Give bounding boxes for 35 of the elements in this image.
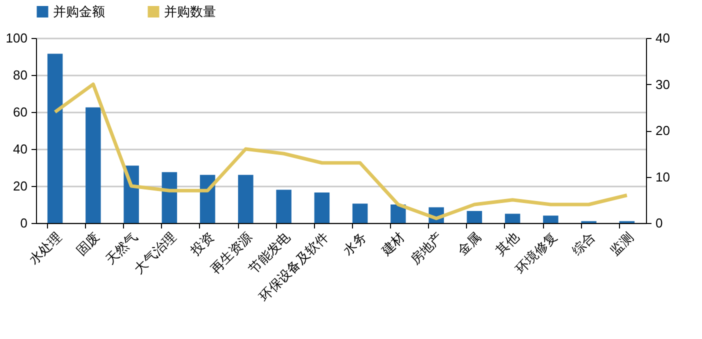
y-tick-label: 100 <box>6 30 28 46</box>
x-tick-label: 金属 <box>454 229 484 258</box>
bar <box>162 172 178 223</box>
y-tick-label: 0 <box>20 216 28 230</box>
y2-tick-label: 0 <box>656 216 663 230</box>
x-tick-label: 其他 <box>492 229 522 258</box>
bar <box>390 204 406 223</box>
y-tick-label: 80 <box>13 68 28 82</box>
bar <box>314 192 330 223</box>
y-tick-label: 20 <box>13 178 28 194</box>
bar <box>504 214 520 223</box>
y2-tick-label: 10 <box>656 169 670 184</box>
y2-tick-label: 30 <box>656 76 670 92</box>
bar <box>276 190 292 223</box>
bar <box>543 216 558 223</box>
legend-label: 并购数量 <box>164 4 216 19</box>
line-series <box>53 82 629 220</box>
x-tick-label: 固废 <box>73 229 102 258</box>
y2-tick-label: 40 <box>656 30 670 46</box>
bar <box>47 54 63 223</box>
bar <box>86 107 101 223</box>
bar <box>352 204 368 223</box>
bar <box>238 174 254 223</box>
y-tick-label: 40 <box>13 142 28 156</box>
y2-tick-label: 20 <box>656 123 670 138</box>
x-tick-label: 建材 <box>378 229 408 259</box>
x-tick-label: 监测 <box>607 229 636 258</box>
x-tick-label: 水务 <box>340 229 370 258</box>
bar <box>466 210 482 223</box>
x-tick-label: 综合 <box>569 229 598 258</box>
x-tick-label: 投资 <box>187 229 217 259</box>
x-tick-label: 房地产 <box>407 229 446 268</box>
legend-label: 并购金额 <box>53 4 105 19</box>
y-tick-label: 60 <box>13 104 28 120</box>
x-tick-label: 水处理 <box>26 229 64 268</box>
